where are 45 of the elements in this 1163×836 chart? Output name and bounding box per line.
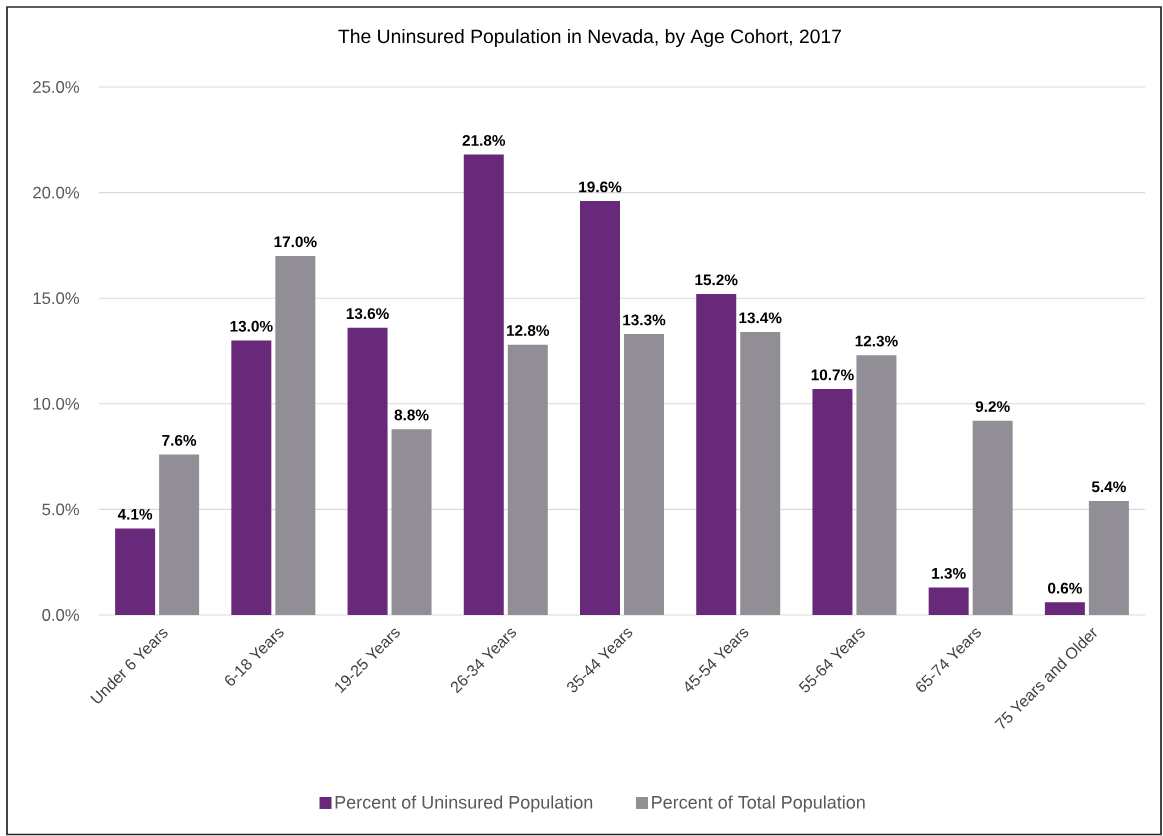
data-label: 12.8% (507, 325, 550, 336)
data-label: 13.6% (346, 308, 389, 320)
bar (740, 331, 781, 615)
data-label: 8.8% (394, 409, 429, 421)
bar (115, 528, 156, 615)
bar (159, 454, 200, 615)
data-label: 13.0% (230, 320, 273, 332)
y-tick-label: 5.0% (42, 503, 80, 516)
legend-label: Percent of Uninsured Population (335, 795, 593, 813)
bar (580, 201, 620, 615)
data-label: 4.1% (117, 508, 153, 520)
bar (696, 293, 737, 615)
bar (624, 334, 664, 615)
y-tick-label: 0.0% (42, 609, 80, 621)
legend-label: Percent of Total Population (652, 795, 865, 813)
data-label: 5.4% (1091, 481, 1126, 493)
data-label: 19.6% (579, 181, 622, 193)
data-label: 17.0% (274, 236, 317, 248)
y-tick-label: 25.0% (33, 81, 80, 93)
y-tick-label: 10.0% (33, 397, 80, 410)
bar (812, 389, 853, 615)
bar (507, 344, 548, 615)
bar (463, 154, 504, 615)
data-label: 10.7% (811, 369, 854, 381)
data-label: 13.3% (623, 314, 666, 326)
bar (347, 327, 388, 615)
data-label: 9.2% (975, 401, 1010, 412)
data-label: 12.3% (855, 335, 898, 347)
data-label: 1.3% (932, 567, 966, 579)
data-label: 13.4% (739, 312, 782, 324)
y-tick-label: 15.0% (33, 292, 80, 305)
bar (391, 429, 432, 615)
chart-title: The Uninsured Population in Nevada, by Age Cohort, 2017 (338, 28, 841, 48)
bar (928, 587, 969, 615)
data-label: 0.6% (1048, 582, 1082, 594)
bar (275, 255, 316, 615)
data-label: 7.6% (162, 434, 197, 446)
bar (972, 420, 1013, 615)
bar (1088, 500, 1129, 615)
bar (856, 355, 897, 615)
data-label: 15.2% (695, 274, 738, 286)
bar (1044, 602, 1085, 615)
y-tick-label: 20.0% (33, 186, 80, 199)
data-label: 21.8% (462, 135, 506, 146)
bar (231, 340, 272, 615)
